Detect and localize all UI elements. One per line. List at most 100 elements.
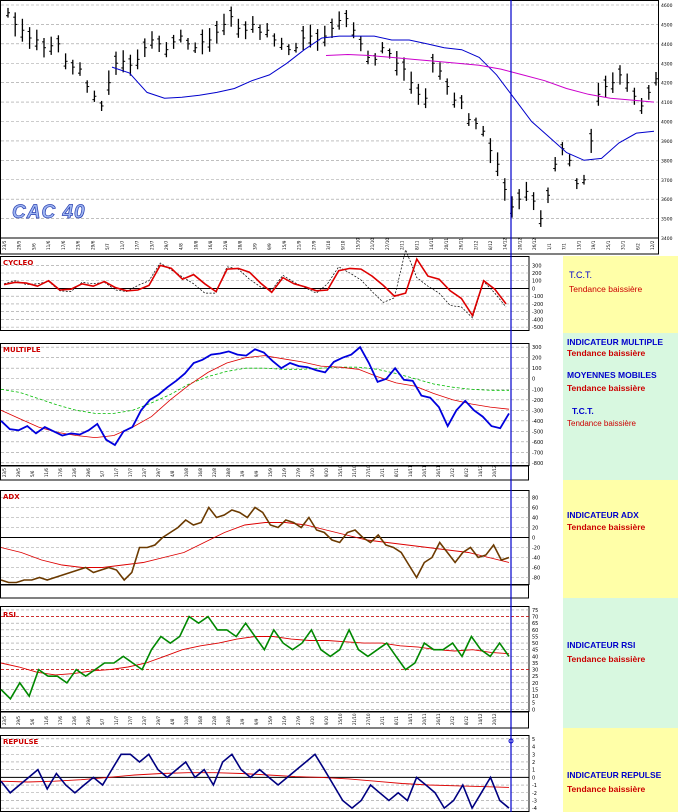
cycleo-y-tick: 100 bbox=[532, 279, 542, 285]
price-x-tick: 23/7 bbox=[149, 240, 154, 250]
repulse-y-tick: 1 bbox=[532, 768, 535, 774]
rsi-y-tick: 25 bbox=[532, 674, 538, 680]
price-x-tick: 21/9 bbox=[297, 240, 302, 250]
multiple-x-tick: 10/8 bbox=[184, 468, 189, 477]
multiple-x-tick: 23/7 bbox=[142, 468, 147, 477]
cycleo-y-tick: 200 bbox=[532, 271, 542, 277]
rsi-x-tick: 21/10 bbox=[352, 713, 357, 725]
adx-status: Tendance baissière bbox=[567, 522, 646, 532]
rsi-x-tick: 14/11 bbox=[408, 713, 413, 725]
rsi-x-tick: 27/9 bbox=[296, 716, 301, 725]
rsi-y-tick: 35 bbox=[532, 661, 538, 667]
multiple-frame bbox=[0, 343, 530, 466]
price-y-tick: 4600 bbox=[661, 3, 673, 9]
rsi-x-tick: 17/7 bbox=[128, 716, 133, 725]
status-panel-multiple: INDICATEUR MULTIPLE Tendance baissière M… bbox=[563, 333, 678, 480]
multiple-status: Tendance baissière bbox=[567, 348, 646, 358]
multiple-label: MULTIPLE bbox=[3, 346, 41, 354]
multiple-red-line bbox=[0, 355, 510, 439]
rsi-y-tick: 0 bbox=[532, 707, 535, 713]
price-x-tick: 20/11 bbox=[444, 238, 449, 250]
multiple-x-tick: 15/9 bbox=[268, 468, 273, 477]
status-panel-repulse: INDICATEUR REPULSE Tendance baissière bbox=[563, 728, 678, 812]
price-x-tick: 21/10 bbox=[370, 238, 375, 250]
rsi-x-tick: 15/10 bbox=[338, 713, 343, 725]
tct2-title: T.C.T. bbox=[572, 406, 594, 416]
price-x-tick: 29/6 bbox=[90, 240, 95, 250]
rsi-x-tick: 21/9 bbox=[282, 716, 287, 725]
price-x-tick: 1/1 bbox=[547, 243, 552, 250]
price-y-tick: 3700 bbox=[661, 178, 673, 184]
multiple-x-tick: 27/10 bbox=[366, 465, 371, 477]
repulse-y-tick: -3 bbox=[532, 798, 537, 804]
price-xaxis-frame bbox=[0, 237, 659, 255]
rsi-x-tick: 28/8 bbox=[226, 716, 231, 725]
rsi-y-tick: 75 bbox=[532, 608, 538, 614]
rsi-x-tick: 2/12 bbox=[450, 716, 455, 725]
cycleo-y-tick: -100 bbox=[532, 294, 543, 300]
adx-y-tick: 0 bbox=[532, 536, 535, 542]
multiple-x-tick: 11/7 bbox=[114, 468, 119, 477]
rsi-y-tick: 30 bbox=[532, 668, 538, 674]
date-cursor-marker bbox=[508, 738, 514, 744]
adx-title: INDICATEUR ADX bbox=[567, 510, 639, 520]
tct-status: Tendance baissière bbox=[569, 284, 643, 294]
rsi-x-tick: 17/6 bbox=[58, 716, 63, 725]
price-x-tick: 9/10 bbox=[341, 240, 346, 250]
multiple-title: INDICATEUR MULTIPLE bbox=[567, 337, 664, 347]
adx-y-tick: 60 bbox=[532, 506, 538, 512]
repulse-y-tick: 2 bbox=[532, 760, 535, 766]
rsi-x-tick: 3/10 bbox=[310, 716, 315, 725]
price-x-tick: 7/1 bbox=[562, 243, 567, 250]
cycleo-y-tick: 300 bbox=[532, 263, 542, 269]
price-y-tick: 4400 bbox=[661, 42, 673, 48]
adx-y-tick: 80 bbox=[532, 496, 538, 502]
multiple-y-tick: 0 bbox=[532, 377, 535, 383]
price-x-tick: 19/1 bbox=[591, 240, 596, 250]
moving-averages-status: Tendance baissière bbox=[567, 383, 646, 393]
price-frame bbox=[0, 0, 659, 239]
price-x-tick: 6/2 bbox=[635, 243, 640, 250]
price-y-tick: 3400 bbox=[661, 236, 673, 242]
rsi-y-tick: 65 bbox=[532, 621, 538, 627]
tct2-status: Tendance baissière bbox=[567, 419, 636, 428]
cycleo-label: CYCLEO bbox=[3, 259, 34, 267]
multiple-x-tick: 28/8 bbox=[226, 468, 231, 477]
rsi-y-tick: 5 bbox=[532, 701, 535, 707]
repulse-y-tick: -4 bbox=[532, 806, 537, 812]
repulse-line bbox=[0, 753, 510, 810]
price-x-tick: 8/12 bbox=[488, 240, 493, 250]
price-x-tick: 17/6 bbox=[61, 240, 66, 250]
multiple-xaxis-frame bbox=[0, 465, 529, 481]
adx-y-tick: 20 bbox=[532, 526, 538, 532]
rsi-xaxis-frame bbox=[0, 711, 529, 729]
price-y-tick: 3600 bbox=[661, 197, 673, 203]
multiple-x-tick: 23/6 bbox=[72, 468, 77, 477]
price-x-tick: 4/8 bbox=[179, 243, 184, 250]
price-x-tick: 15/10 bbox=[355, 238, 360, 250]
rsi-x-tick: 11/7 bbox=[114, 716, 119, 725]
repulse-y-tick: 3 bbox=[532, 752, 535, 758]
adx-line bbox=[0, 506, 510, 584]
multiple-y-tick: -800 bbox=[532, 461, 543, 467]
multiple-x-tick: 26/11 bbox=[436, 465, 441, 477]
multiple-x-tick: 27/9 bbox=[296, 468, 301, 477]
rsi-x-tick: 8/12 bbox=[464, 716, 469, 725]
price-x-tick: 29/5 bbox=[17, 240, 22, 250]
price-x-tick: 5/7 bbox=[105, 243, 110, 250]
price-y-tick: 4000 bbox=[661, 120, 673, 126]
status-panel-rsi: INDICATEUR RSI Tendance baissière bbox=[563, 598, 678, 728]
rsi-y-tick: 55 bbox=[532, 634, 538, 640]
price-x-tick: 26/12 bbox=[532, 238, 537, 250]
multiple-x-tick: 9/9 bbox=[254, 470, 259, 477]
adx-y-tick: -20 bbox=[532, 546, 540, 552]
adx-label: ADX bbox=[3, 493, 20, 501]
moving-averages-title: MOYENNES MOBILES bbox=[567, 370, 657, 380]
cycleo-y-tick: -300 bbox=[532, 310, 543, 316]
multiple-y-tick: 300 bbox=[532, 345, 542, 351]
price-y-tick: 4200 bbox=[661, 81, 673, 87]
price-x-tick: 23/6 bbox=[76, 240, 81, 250]
rsi-y-tick: 70 bbox=[532, 615, 538, 621]
cycleo-y-tick: -200 bbox=[532, 302, 543, 308]
multiple-x-tick: 2/12 bbox=[450, 468, 455, 477]
